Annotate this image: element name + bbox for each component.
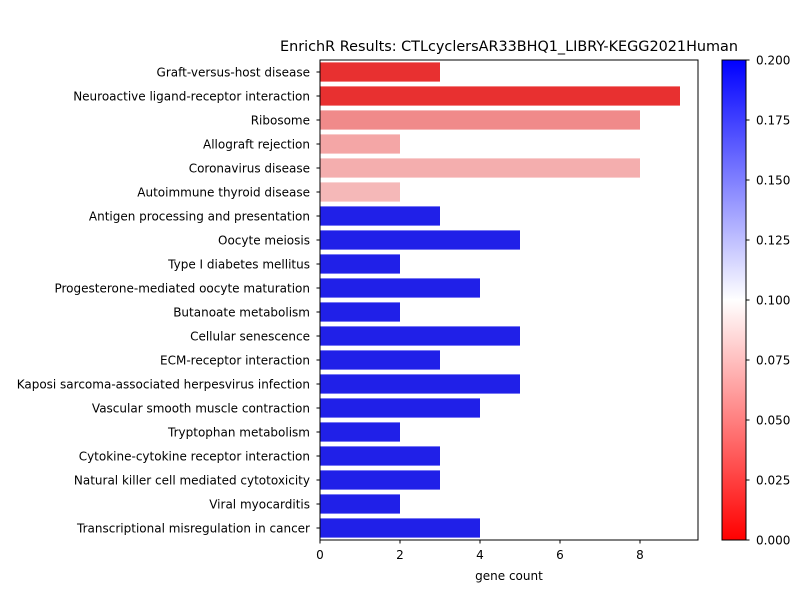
y-tick-label: Antigen processing and presentation (89, 209, 310, 223)
colorbar-tick-label: 0.200 (756, 53, 790, 67)
y-tick-label: Viral myocarditis (209, 497, 310, 511)
bar (320, 422, 400, 442)
y-tick-label: Coronavirus disease (189, 161, 310, 175)
bars-group (320, 62, 680, 538)
y-tick-labels: Graft-versus-host disease Neuroactive lig… (17, 65, 320, 535)
bar (320, 326, 520, 346)
bar (320, 230, 520, 250)
x-tick-label: 0 (316, 548, 324, 562)
y-tick-label: Cytokine-cytokine receptor interaction (79, 449, 310, 463)
bar (320, 302, 400, 322)
bar (320, 110, 640, 130)
bar (320, 374, 520, 394)
y-tick-label: Natural killer cell mediated cytotoxicit… (74, 473, 310, 487)
bar (320, 254, 400, 274)
y-tick-label: Graft-versus-host disease (157, 65, 310, 79)
y-tick-label: Ribosome (251, 113, 310, 127)
bar (320, 350, 440, 370)
x-ticks: 0 2 4 6 8 (316, 540, 644, 562)
bar (320, 278, 480, 298)
y-tick-label: Transcriptional misregulation in cancer (76, 521, 310, 535)
bar (320, 494, 400, 514)
colorbar-tick-label: 0.025 (756, 473, 790, 487)
y-tick-label: Cellular senescence (190, 329, 310, 343)
colorbar-tick-label: 0.150 (756, 173, 790, 187)
x-tick-label: 2 (396, 548, 404, 562)
y-tick-label: Type I diabetes mellitus (167, 257, 310, 271)
colorbar (721, 59, 747, 541)
colorbar-tick-label: 0.050 (756, 413, 790, 427)
bar (320, 398, 480, 418)
y-tick-label: Butanoate metabolism (173, 305, 310, 319)
colorbar-tick-label: 0.075 (756, 353, 790, 367)
bar (320, 446, 440, 466)
y-tick-label: Neuroactive ligand-receptor interaction (73, 89, 310, 103)
y-tick-label: ECM-receptor interaction (160, 353, 310, 367)
bar (320, 518, 480, 538)
y-tick-label: Tryptophan metabolism (167, 425, 310, 439)
y-tick-label: Kaposi sarcoma-associated herpesvirus in… (17, 377, 310, 391)
bar (320, 206, 440, 226)
colorbar-tick-label: 0.000 (756, 533, 790, 547)
bar (320, 134, 400, 154)
plot-frame (319, 59, 699, 541)
y-tick-label: Allograft rejection (203, 137, 310, 151)
bar (320, 182, 400, 202)
colorbar-tick-label: 0.125 (756, 233, 790, 247)
y-tick-label: Vascular smooth muscle contraction (92, 401, 310, 415)
bar (320, 470, 440, 490)
colorbar-ticks: 0.000 0.025 0.050 0.075 0.100 0.125 0.150 0.175… (746, 53, 790, 547)
bar (320, 62, 440, 82)
chart-title: EnrichR Results: CTLcyclersAR33BHQ1_LIBR… (280, 39, 738, 55)
x-axis-label: gene count (475, 569, 543, 583)
colorbar-tick-label: 0.100 (756, 293, 790, 307)
y-tick-label: Oocyte meiosis (218, 233, 310, 247)
x-tick-label: 4 (476, 548, 484, 562)
colorbar-tick-label: 0.175 (756, 113, 790, 127)
x-tick-label: 8 (636, 548, 644, 562)
y-tick-label: Autoimmune thyroid disease (137, 185, 310, 199)
x-tick-label: 6 (556, 548, 564, 562)
bar (320, 158, 640, 178)
bar (320, 86, 680, 106)
y-tick-label: Progesterone-mediated oocyte maturation (54, 281, 310, 295)
